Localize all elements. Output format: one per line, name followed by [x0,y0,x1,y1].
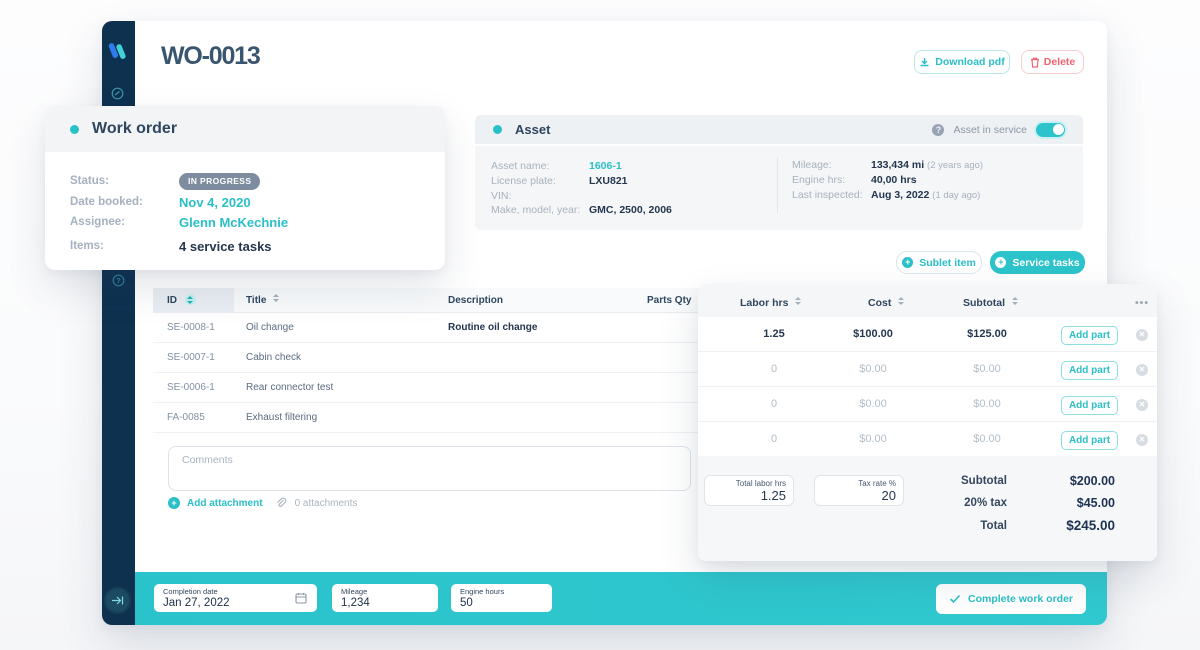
svg-text:?: ? [116,276,121,285]
